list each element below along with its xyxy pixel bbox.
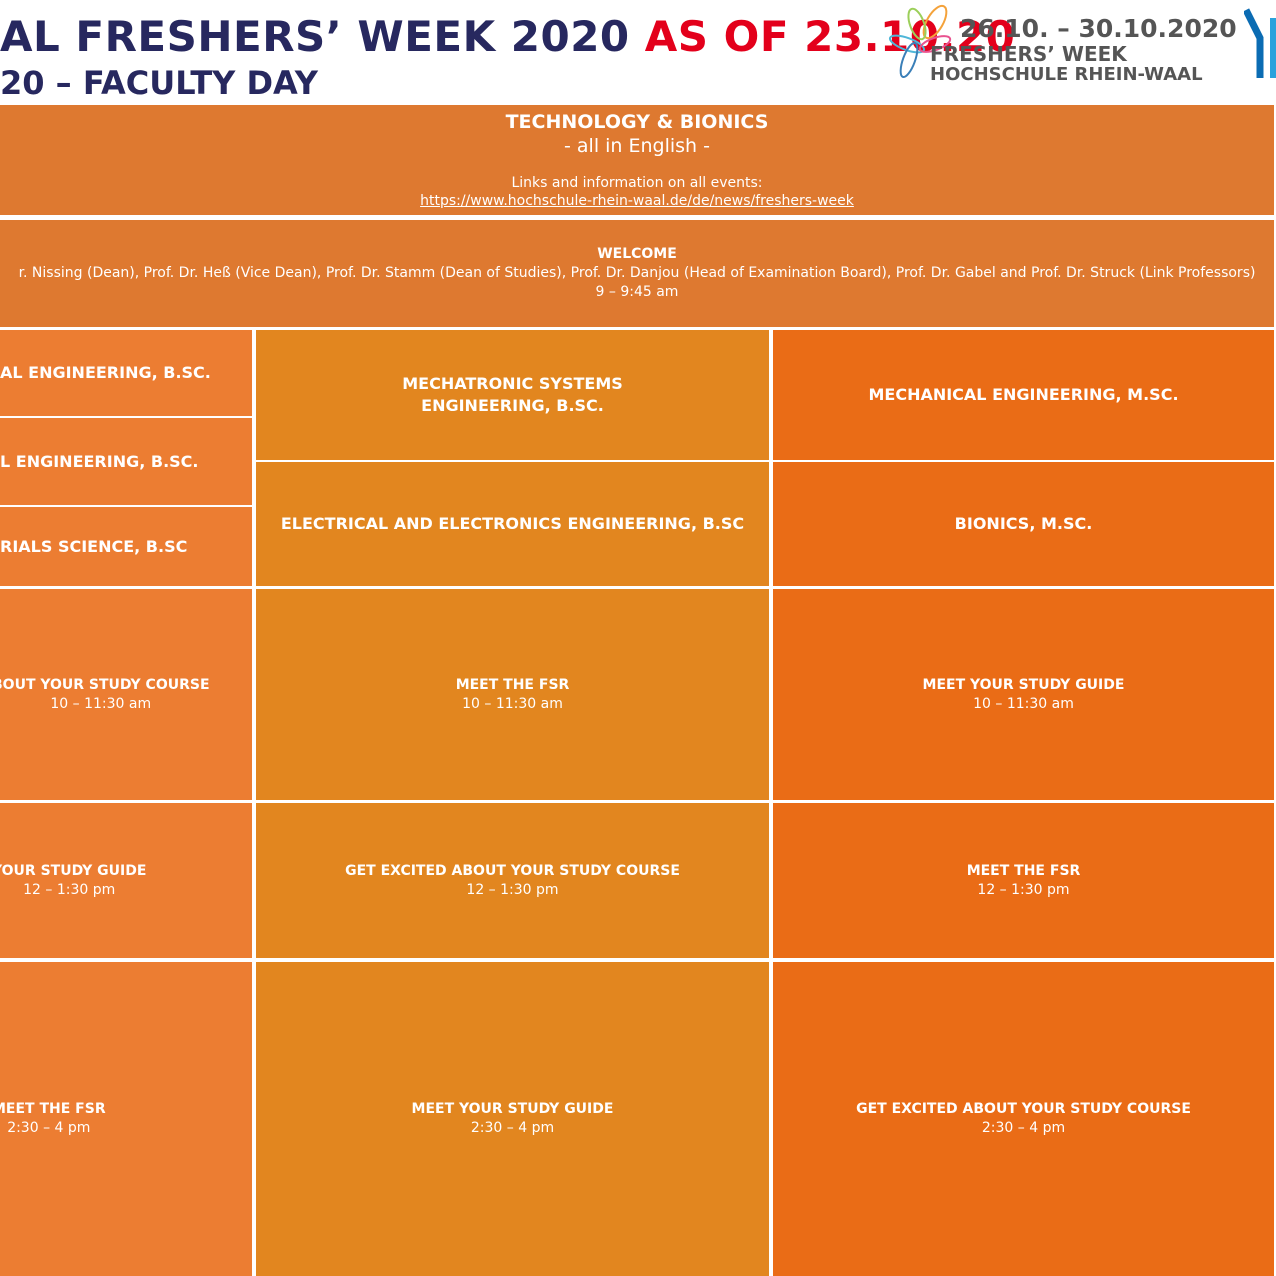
session-title: BOUT YOUR STUDY COURSE [0, 676, 210, 693]
welcome-speakers: r. Nissing (Dean), Prof. Dr. Heß (Vice D… [18, 265, 1256, 281]
programme-name: L ENGINEERING, B.SC. [0, 451, 199, 471]
session-inner: MEET THE FSR 10 – 11:30 am [456, 676, 570, 714]
faculty-name: TECHNOLOGY & BIONICS [505, 111, 769, 133]
programme-cell: RIALS SCIENCE, B.SC [0, 507, 252, 586]
logo-line2: HOCHSCHULE RHEIN-WAAL [930, 64, 1203, 85]
subtitle: 20 – FACULTY DAY [0, 64, 318, 102]
session-title: MEET YOUR STUDY GUIDE [411, 1101, 614, 1117]
session-time: 12 – 1:30 pm [977, 881, 1070, 898]
programme-cell: MECHATRONIC SYSTEMS ENGINEERING, B.SC. [256, 330, 769, 460]
link[interactable]: https://www.hochschule-rhein-waal.de/de/… [420, 193, 854, 209]
session-time: 2:30 – 4 pm [981, 1120, 1066, 1136]
programme-cell: AL ENGINEERING, B.SC. [0, 330, 252, 416]
faculty-box: TECHNOLOGY & BIONICS - all in English - … [0, 105, 1274, 215]
logo-university [1244, 8, 1276, 78]
title-text: AL FRESHERS’ WEEK 2020 [0, 12, 630, 61]
session-time: 2:30 – 4 pm [470, 1120, 555, 1136]
session-cell: YOUR STUDY GUIDE 12 – 1:30 pm [0, 803, 252, 958]
session-cell: GET EXCITED ABOUT YOUR STUDY COURSE 2:30 … [773, 962, 1274, 1276]
session-inner: GET EXCITED ABOUT YOUR STUDY COURSE 2:30 … [856, 1100, 1191, 1138]
session-cell: MEET THE FSR 2:30 – 4 pm [0, 962, 252, 1276]
programme-name: AL ENGINEERING, B.SC. [0, 363, 211, 382]
welcome-title: WELCOME [597, 246, 677, 262]
session-cell: BOUT YOUR STUDY COURSE 10 – 11:30 am [0, 589, 252, 800]
session-time: 2:30 – 4 pm [7, 1120, 91, 1136]
session-inner: MEET YOUR STUDY GUIDE 2:30 – 4 pm [412, 1100, 614, 1138]
session-title: MEET THE FSR [0, 1101, 106, 1117]
links-label: Links and information on all events: [511, 175, 763, 191]
session-title: GET EXCITED ABOUT YOUR STUDY COURSE [856, 1101, 1191, 1117]
session-time: 10 – 11:30 am [462, 695, 563, 712]
logo-line1: FRESHERS’ WEEK [930, 42, 1127, 66]
session-inner: BOUT YOUR STUDY COURSE 10 – 11:30 am [0, 676, 210, 714]
session-cell: MEET THE FSR 12 – 1:30 pm [773, 803, 1274, 958]
session-inner: GET EXCITED ABOUT YOUR STUDY COURSE 12 – … [345, 862, 680, 900]
session-cell: MEET YOUR STUDY GUIDE 2:30 – 4 pm [256, 962, 769, 1276]
title-highlight: AS OF 23.10.20 [644, 12, 1016, 61]
session-time: 10 – 11:30 am [50, 695, 152, 712]
logo-flower [888, 4, 952, 79]
programme-cell: BIONICS, M.SC. [773, 462, 1274, 586]
programme-name: MECHANICAL ENGINEERING, M.SC. [868, 385, 1179, 404]
session-cell: MEET YOUR STUDY GUIDE 10 – 11:30 am [773, 589, 1274, 800]
logo-dates: 26.10. – 30.10.2020 [960, 14, 1237, 43]
welcome-inner: WELCOME r. Nissing (Dean), Prof. Dr. Heß… [19, 245, 1256, 302]
faculty-language: - all in English - [564, 135, 710, 157]
programme-name: MECHATRONIC SYSTEMS ENGINEERING, B.SC. [402, 374, 623, 415]
session-title: MEET THE FSR [966, 862, 1081, 879]
programme-cell: MECHANICAL ENGINEERING, M.SC. [773, 330, 1274, 460]
title: AL FRESHERS’ WEEK 2020 AS OF 23.10.20 [0, 12, 1015, 61]
programme-name: BIONICS, M.SC. [954, 514, 1093, 533]
session-inner: MEET THE FSR 2:30 – 4 pm [0, 1100, 106, 1138]
welcome-time: 9 – 9:45 am [595, 284, 679, 300]
programme-cell: L ENGINEERING, B.SC. [0, 418, 252, 505]
session-title: MEET YOUR STUDY GUIDE [922, 676, 1125, 693]
session-cell: GET EXCITED ABOUT YOUR STUDY COURSE 12 – … [256, 803, 769, 958]
session-time: 10 – 11:30 am [973, 695, 1074, 712]
programme-cell: ELECTRICAL AND ELECTRONICS ENGINEERING, … [256, 462, 769, 586]
session-cell: MEET THE FSR 10 – 11:30 am [256, 589, 769, 800]
session-inner: MEET YOUR STUDY GUIDE 10 – 11:30 am [923, 676, 1125, 714]
session-inner: MEET THE FSR 12 – 1:30 pm [967, 862, 1081, 900]
faculty-inner: TECHNOLOGY & BIONICS - all in English - … [79, 110, 1195, 210]
session-time: 12 – 1:30 pm [466, 881, 559, 898]
welcome-box: WELCOME r. Nissing (Dean), Prof. Dr. Heß… [0, 220, 1274, 327]
session-time: 12 – 1:30 pm [23, 881, 116, 898]
session-title: GET EXCITED ABOUT YOUR STUDY COURSE [345, 862, 680, 879]
programme-name: RIALS SCIENCE, B.SC [0, 536, 188, 556]
programme-name: ELECTRICAL AND ELECTRONICS ENGINEERING, … [280, 514, 745, 533]
session-title: MEET THE FSR [455, 676, 570, 693]
session-title: YOUR STUDY GUIDE [0, 862, 147, 879]
session-inner: YOUR STUDY GUIDE 12 – 1:30 pm [0, 862, 146, 900]
